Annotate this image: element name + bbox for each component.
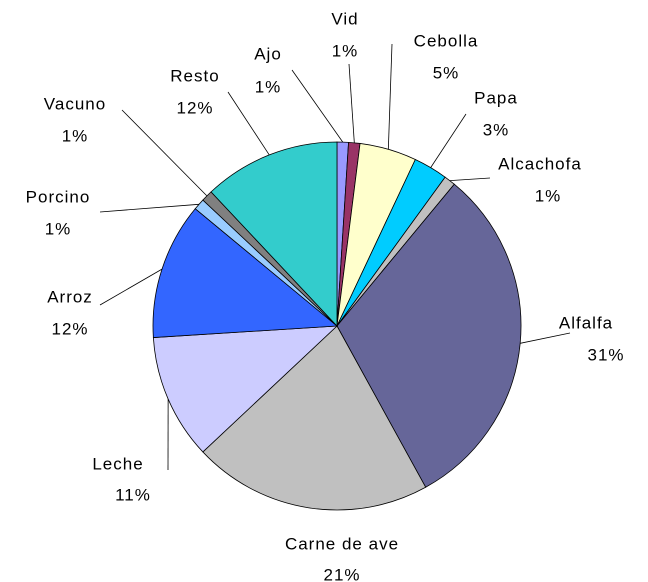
slice-label: Leche bbox=[92, 454, 143, 473]
slice-value-label: 3% bbox=[483, 120, 510, 139]
slice-label: Cebolla bbox=[414, 31, 479, 50]
slice-value-label: 31% bbox=[587, 345, 624, 364]
leader-line bbox=[99, 268, 163, 306]
slice-label: Alfalfa bbox=[559, 313, 613, 332]
pie-slice bbox=[202, 325, 427, 511]
slice-label: Vacuno bbox=[44, 94, 106, 113]
slice-label: Alcachofa bbox=[498, 154, 582, 173]
slice-label: Carne de ave bbox=[285, 534, 399, 553]
slice-label: Porcino bbox=[26, 187, 91, 206]
leader-line bbox=[449, 177, 491, 182]
pie-slice bbox=[210, 141, 338, 328]
slice-value-label: 1% bbox=[62, 126, 89, 145]
pie-slice bbox=[152, 208, 339, 338]
leader-line bbox=[227, 91, 270, 156]
slice-value-label: 12% bbox=[51, 319, 88, 338]
leader-line bbox=[387, 43, 393, 150]
slice-value-label: 11% bbox=[115, 485, 151, 504]
slice-label: Papa bbox=[474, 88, 518, 107]
leader-line bbox=[520, 332, 571, 344]
pie-slice bbox=[152, 325, 339, 453]
slice-value-label: 1% bbox=[535, 186, 562, 205]
slice-value-label: 12% bbox=[176, 98, 213, 117]
leader-line bbox=[291, 69, 344, 143]
slice-value-label: 5% bbox=[433, 63, 460, 82]
leader-line bbox=[121, 109, 208, 197]
leader-line bbox=[430, 113, 467, 168]
slice-value-label: 1% bbox=[332, 41, 359, 60]
slice-label: Resto bbox=[170, 66, 219, 85]
slice-value-label: 1% bbox=[255, 77, 282, 96]
leader-line bbox=[348, 63, 355, 143]
slice-label: Vid bbox=[331, 9, 358, 28]
slice-value-label: 1% bbox=[45, 219, 72, 238]
leader-line bbox=[99, 203, 200, 213]
slice-value-label: 21% bbox=[323, 565, 360, 582]
pie-slice bbox=[336, 183, 522, 488]
slice-label: Arroz bbox=[47, 287, 93, 306]
slice-label: Ajo bbox=[254, 44, 282, 63]
